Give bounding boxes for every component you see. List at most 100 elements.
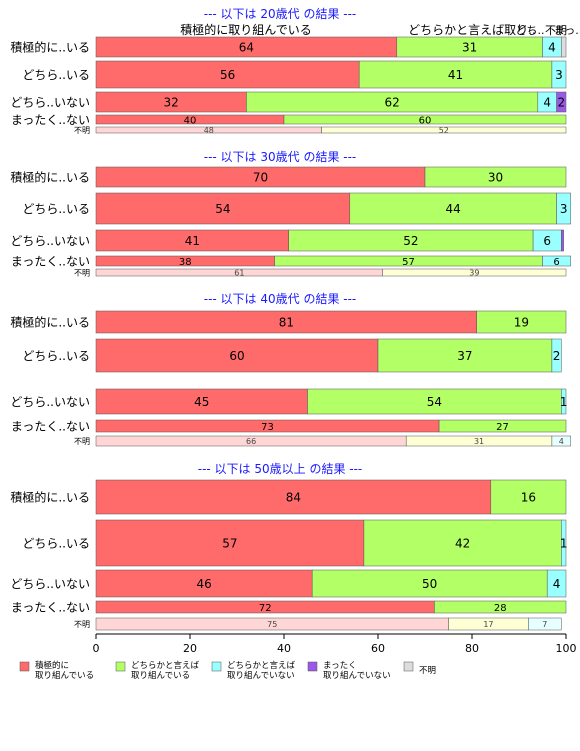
bar-segment xyxy=(283,114,567,125)
row-label: どちら..いる xyxy=(22,537,90,551)
legend-label: 取り組んでいる xyxy=(35,670,94,681)
legend-swatch xyxy=(403,661,414,672)
row-label: 不明 xyxy=(74,620,90,629)
data-label: 27 xyxy=(496,422,509,433)
data-label: 7 xyxy=(542,620,547,629)
data-label: 4 xyxy=(553,577,561,591)
row-label: 積極的に..いる xyxy=(10,315,90,330)
data-label: 57 xyxy=(222,537,237,551)
bar-segment xyxy=(561,388,567,415)
data-label: 6 xyxy=(553,257,559,268)
bar-segment xyxy=(556,91,567,113)
row-label: 積極的に..いる xyxy=(10,170,90,185)
x-tick-label: 80 xyxy=(465,642,479,655)
data-label: 1 xyxy=(560,395,568,409)
row-label: どちら..いる xyxy=(22,68,90,82)
data-label: 48 xyxy=(204,126,214,135)
data-label: 84 xyxy=(286,491,301,505)
bar-segment xyxy=(438,419,567,433)
bar-segment xyxy=(95,519,365,567)
data-label: 44 xyxy=(446,202,461,216)
data-label: 2 xyxy=(553,349,561,363)
data-label: 61 xyxy=(234,269,244,278)
legend-label: 取り組んでいる xyxy=(131,670,190,681)
legend-swatch xyxy=(115,661,126,672)
data-label: 3 xyxy=(560,202,568,216)
legend-label: どちらかと言えば xyxy=(131,660,200,671)
data-label: 54 xyxy=(427,395,442,409)
row-label: まったく..ない xyxy=(11,255,90,269)
bar-segment xyxy=(528,617,562,631)
bar-segment xyxy=(95,338,379,373)
row-label: どちら..いない xyxy=(10,96,90,110)
row-label: 不明 xyxy=(74,126,90,135)
legend-label: 取り組んでいない xyxy=(323,670,391,681)
data-label: 60 xyxy=(229,349,244,363)
data-label: 72 xyxy=(259,603,272,614)
data-label: 52 xyxy=(403,234,418,248)
row-label: どちら..いる xyxy=(22,202,90,216)
row-label: どちら..いない xyxy=(10,577,90,591)
bar-segment xyxy=(424,166,567,188)
data-label: 32 xyxy=(164,96,179,110)
bar-segment xyxy=(95,192,351,225)
row-label: まったく..ない xyxy=(11,601,90,615)
data-label: 39 xyxy=(469,269,479,278)
bar-segment xyxy=(551,60,567,89)
legend-swatch xyxy=(211,661,222,672)
row-label: どちら..いない xyxy=(10,234,90,248)
bar-segment xyxy=(95,479,492,515)
panel-title: --- 以下は 40歳代 の結果 --- xyxy=(204,292,357,306)
data-label: 66 xyxy=(246,437,256,446)
row-label: まったく..ない xyxy=(11,420,90,434)
data-label: 41 xyxy=(185,234,200,248)
data-label: 19 xyxy=(514,316,529,330)
bar-segment xyxy=(561,229,564,252)
row-label: まったく..ない xyxy=(11,113,90,127)
row-label: 積極的に..いる xyxy=(10,40,90,55)
data-label: 42 xyxy=(455,537,470,551)
legend-swatch xyxy=(19,661,30,672)
x-tick-label: 40 xyxy=(277,642,291,655)
series-header-label: 不明 xyxy=(545,24,567,37)
bar-segment xyxy=(349,192,557,225)
x-tick-label: 0 xyxy=(93,642,100,655)
data-label: 31 xyxy=(474,437,484,446)
legend-label: 積極的に xyxy=(35,660,69,671)
panel-title: --- 以下は 30歳代 の結果 --- xyxy=(204,150,357,164)
panel-title: --- 以下は 20歳代 の結果 --- xyxy=(204,7,357,21)
data-label: 60 xyxy=(419,115,432,126)
data-label: 1 xyxy=(560,537,568,551)
data-label: 37 xyxy=(457,349,472,363)
data-label: 4 xyxy=(548,41,556,55)
bar-segment xyxy=(476,310,567,334)
data-label: 38 xyxy=(179,257,192,268)
legend-label: どちらかと言えば xyxy=(227,660,296,671)
legend-label: まったく xyxy=(323,661,357,671)
data-label: 64 xyxy=(239,41,254,55)
data-label: 4 xyxy=(559,437,564,446)
x-tick-label: 20 xyxy=(183,642,197,655)
data-label: 28 xyxy=(494,603,507,614)
bar-segment xyxy=(95,569,313,598)
bar-segment xyxy=(542,255,571,267)
data-label: 2 xyxy=(557,96,565,110)
bar-segment xyxy=(382,268,567,277)
data-label: 31 xyxy=(462,41,477,55)
row-label: 不明 xyxy=(74,437,90,446)
series-header-label: どちらかと言えば取り.. xyxy=(408,23,536,37)
row-label: どちら..いない xyxy=(10,395,90,409)
series-header-label: 積極的に取り組んでいる xyxy=(180,22,311,37)
data-label: 16 xyxy=(521,491,536,505)
series-header-label: まっ.. xyxy=(554,24,580,37)
panel-title: --- 以下は 50歳以上 の結果 --- xyxy=(198,462,363,476)
legend-swatch xyxy=(307,661,318,672)
x-tick-label: 60 xyxy=(371,642,385,655)
bar-segment xyxy=(561,519,567,567)
data-label: 6 xyxy=(543,234,551,248)
data-label: 56 xyxy=(220,68,235,82)
x-tick-label: 100 xyxy=(556,642,577,655)
bar-segment xyxy=(551,338,562,373)
legend-label: 不明 xyxy=(419,666,436,676)
